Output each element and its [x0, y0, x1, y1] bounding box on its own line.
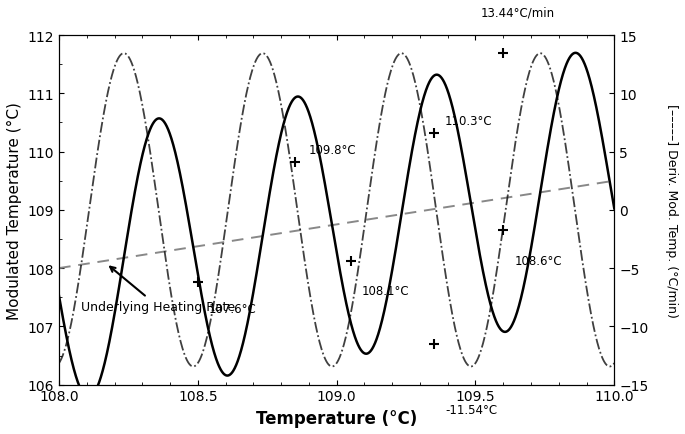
Text: -11.54°C: -11.54°C	[445, 403, 497, 416]
Y-axis label: [–––––] Deriv. Mod. Temp. (°C/min): [–––––] Deriv. Mod. Temp. (°C/min)	[665, 104, 678, 317]
Text: 13.44°C/min: 13.44°C/min	[481, 6, 555, 19]
Text: 108.1°C: 108.1°C	[362, 285, 409, 298]
Text: Underlying Heating Rate: Underlying Heating Rate	[82, 267, 236, 313]
Y-axis label: Modulated Temperature (°C): Modulated Temperature (°C)	[7, 102, 22, 319]
Text: 110.3°C: 110.3°C	[445, 115, 493, 128]
Text: 109.8°C: 109.8°C	[309, 144, 356, 157]
Text: 107.6°C: 107.6°C	[209, 302, 257, 315]
X-axis label: Temperature (°C): Temperature (°C)	[256, 409, 417, 427]
Text: 108.6°C: 108.6°C	[514, 254, 562, 267]
